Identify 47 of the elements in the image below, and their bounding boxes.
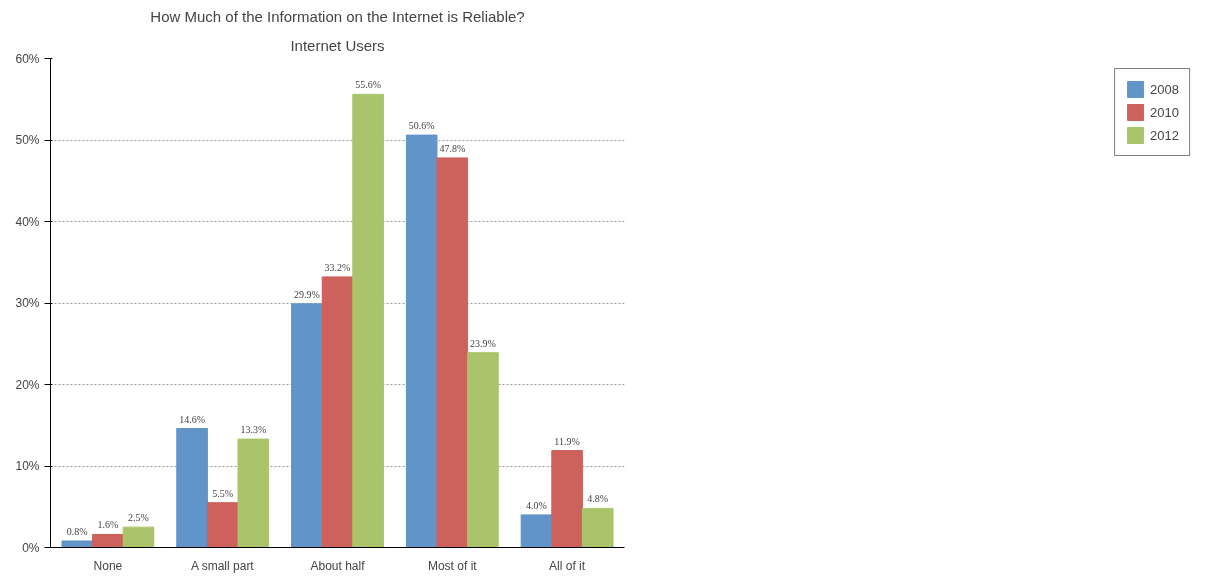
y-tick-label: 10% [15, 459, 40, 473]
x-tick-label: About half [310, 558, 366, 573]
bar [206, 502, 239, 548]
y-tick-label: 0% [22, 540, 40, 555]
data-label: 29.9% [293, 288, 320, 300]
bar [321, 276, 354, 548]
bar [61, 540, 94, 548]
bar [176, 428, 208, 548]
bar [237, 438, 270, 548]
bar [352, 93, 384, 548]
x-tick-label: A small part [191, 558, 255, 573]
data-label: 33.2% [324, 261, 351, 273]
chart-title: How Much of the Information on the Internet is Reliable? [150, 7, 525, 25]
y-tick-label: 20% [15, 377, 40, 392]
x-tick-label: None [93, 558, 123, 573]
data-label: 14.6% [179, 413, 206, 425]
data-label: 5.5% [212, 487, 234, 499]
y-tick-label: 40% [15, 214, 40, 229]
data-label: 4.0% [526, 499, 547, 511]
data-label: 1.6% [97, 519, 119, 531]
bar [467, 352, 499, 548]
data-label: 50.6% [408, 120, 435, 132]
x-tick-label: Most of it [427, 558, 478, 573]
bar [122, 526, 155, 548]
chart-subtitle: Internet Users [290, 36, 385, 54]
bar [405, 134, 438, 548]
bar [291, 303, 323, 548]
data-label: 55.6% [355, 79, 382, 91]
legend-label: 2008 [1150, 81, 1179, 97]
data-label: 4.8% [587, 493, 609, 505]
bar [436, 157, 469, 548]
bar [581, 507, 614, 548]
y-tick-label: 50% [15, 133, 40, 147]
bar [92, 533, 124, 548]
y-tick-label: 30% [15, 296, 40, 310]
data-label: 11.9% [554, 435, 580, 447]
data-label: 0.8% [66, 525, 88, 537]
x-tick-label: All of it [549, 558, 586, 573]
data-label: 2.5% [128, 512, 149, 524]
legend-label: 2010 [1150, 104, 1179, 120]
data-label: 47.8% [439, 142, 466, 154]
bar [551, 450, 583, 548]
y-tick-label: 60% [15, 51, 40, 66]
legend-label: 2012 [1150, 127, 1179, 143]
bar [520, 514, 553, 548]
data-label: 13.3% [240, 424, 267, 436]
data-label: 23.9% [470, 337, 496, 349]
